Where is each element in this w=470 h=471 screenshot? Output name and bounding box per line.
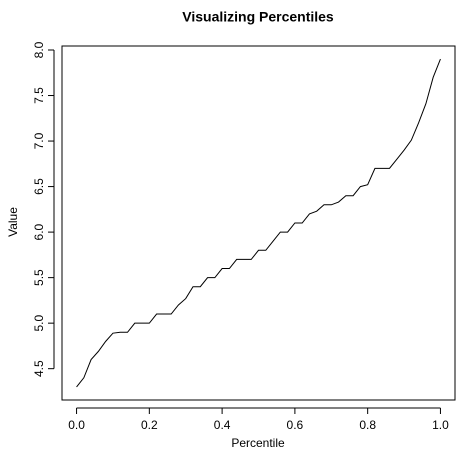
y-tick-label: 8.0 [32,41,46,58]
data-line [76,58,441,388]
y-axis-label: Value [6,207,20,237]
y-tick-label: 7.5 [32,87,46,104]
y-tick-label: 6.5 [32,178,46,195]
y-tick-label: 4.5 [32,360,46,377]
y-tick-label: 6.0 [32,223,46,240]
plot-frame [61,45,456,401]
chart-title: Visualizing Percentiles [182,9,334,25]
x-tick-label: 0.0 [68,418,85,432]
y-tick-label: 5.5 [32,269,46,286]
x-axis-label: Percentile [231,436,285,450]
x-tick-label: 1.0 [432,418,449,432]
x-tick-label: 0.6 [287,418,304,432]
x-tick-label: 0.2 [141,418,158,432]
x-tick-label: 0.8 [359,418,376,432]
y-tick-label: 7.0 [32,132,46,149]
x-tick-label: 0.4 [214,418,231,432]
y-tick-label: 5.0 [32,314,46,331]
